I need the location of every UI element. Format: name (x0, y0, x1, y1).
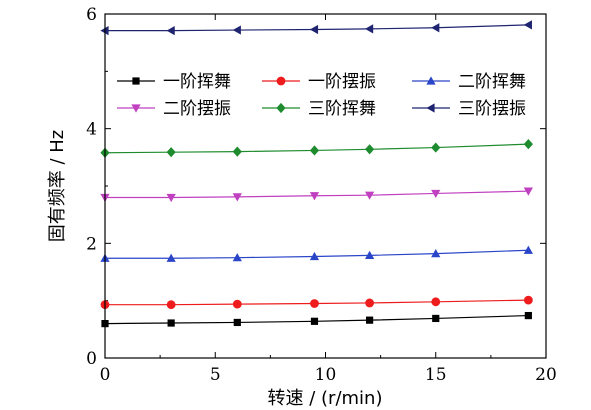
data-point (365, 298, 374, 308)
series-layer (100, 20, 533, 328)
data-point (233, 318, 241, 327)
x-tick-label: 0 (100, 365, 111, 385)
data-point (309, 24, 319, 35)
x-tick-label: 15 (425, 365, 447, 385)
ticks-layer: 0 5 10 15 20 0 2 4 6 (86, 5, 557, 385)
data-point (431, 142, 441, 153)
legend-label: 三阶挥舞 (308, 99, 376, 119)
x-tick-label: 20 (535, 365, 557, 385)
data-point (365, 191, 375, 200)
data-point (432, 314, 440, 323)
series-2 (100, 295, 533, 310)
data-point (310, 317, 319, 325)
x-axis-title: 转速 / (r/min) (268, 388, 383, 409)
data-point (524, 311, 532, 320)
legend-item-6: 三阶摆振 (412, 99, 526, 119)
data-point (232, 299, 242, 309)
legend-marker (132, 77, 140, 85)
data-point (232, 193, 242, 202)
data-point (309, 192, 320, 201)
legend-marker (131, 104, 141, 113)
data-point (309, 145, 320, 156)
series-1 (101, 311, 532, 328)
y-tick-label: 4 (86, 120, 97, 140)
y-tick-label: 2 (86, 234, 97, 254)
data-point (523, 245, 533, 254)
legend-label: 三阶摆振 (458, 99, 526, 119)
series-5 (100, 139, 533, 158)
data-point (166, 147, 176, 158)
data-point (523, 20, 532, 30)
data-point (166, 26, 175, 36)
data-point (431, 249, 441, 258)
data-point (166, 193, 176, 203)
legend-item-4: 二阶摆振 (117, 99, 231, 119)
data-point (366, 316, 374, 324)
x-tick-label: 5 (210, 365, 221, 385)
data-point (365, 144, 375, 155)
legend-marker (276, 76, 286, 86)
data-point (365, 24, 374, 34)
data-point (431, 23, 440, 33)
legend-label: 二阶挥舞 (458, 72, 526, 92)
y-axis-title: 固有频率 / Hz (47, 130, 68, 243)
data-point (365, 250, 375, 259)
data-point (309, 251, 320, 261)
data-point (166, 300, 176, 310)
y-tick-label: 0 (86, 349, 97, 369)
series-4 (100, 187, 533, 203)
data-point (523, 187, 533, 196)
legend-item-2: 一阶摆振 (262, 72, 376, 92)
y-tick-label: 6 (86, 5, 97, 25)
data-point (232, 253, 242, 262)
data-point (167, 319, 175, 327)
legend-item-3: 二阶挥舞 (412, 72, 526, 92)
data-point (431, 297, 441, 307)
x-tick-label: 10 (315, 365, 337, 385)
legend-marker (426, 103, 435, 113)
data-point (166, 253, 176, 262)
legend-label: 一阶摆振 (308, 72, 376, 92)
data-point (431, 189, 441, 199)
data-point (232, 25, 241, 35)
data-point (523, 295, 533, 305)
plot-frame (104, 13, 547, 359)
data-point (232, 146, 242, 157)
legend-marker (276, 102, 286, 114)
legend-label: 二阶摆振 (163, 99, 231, 119)
series-6 (100, 20, 532, 36)
legend-item-5: 三阶挥舞 (262, 99, 376, 119)
legend-label: 一阶挥舞 (163, 72, 231, 92)
data-point (523, 139, 533, 150)
series-3 (100, 245, 533, 262)
data-point (310, 299, 319, 308)
legend-item-1: 一阶挥舞 (117, 72, 231, 92)
legend-marker (426, 76, 436, 85)
